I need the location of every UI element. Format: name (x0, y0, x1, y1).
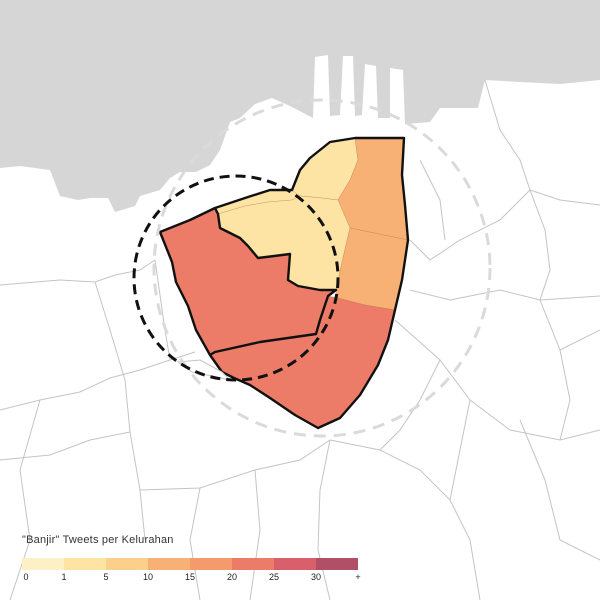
boundary-line (9, 399, 41, 600)
boundary-line (0, 259, 156, 286)
legend-title: "Banjir" Tweets per Kelurahan (22, 534, 174, 546)
legend-end-label: + (355, 572, 361, 582)
legend-tick-label: 25 (268, 572, 280, 582)
boundary-line (394, 319, 600, 441)
focus-districts (159, 137, 409, 429)
legend-swatch (190, 558, 232, 570)
legend-tick-label: 0 (23, 572, 29, 582)
legend-tick-label: 30 (310, 572, 322, 582)
boundary-line (94, 281, 146, 541)
legend-color-bar (22, 558, 358, 570)
legend-swatch (316, 558, 358, 570)
boundary-line (409, 289, 600, 301)
legend-tick-label: 1 (61, 572, 67, 582)
legend-swatch (232, 558, 274, 570)
legend-swatch (22, 558, 64, 570)
legend-tick-labels: 0 1 5 10 15 20 25 30 + (0, 572, 600, 586)
boundary-line (559, 329, 600, 351)
legend-tick-label: 5 (103, 572, 109, 582)
boundary-line (139, 439, 331, 491)
inner-radius-circle (132, 174, 340, 382)
legend-swatch (148, 558, 190, 570)
legend-swatch (106, 558, 148, 570)
boundary-line (419, 159, 446, 241)
boundary-line (0, 351, 196, 411)
legend-swatch (274, 558, 316, 570)
boundary-line (329, 439, 481, 600)
boundary-line (189, 487, 201, 600)
legend-swatch (64, 558, 106, 570)
boundary-line (519, 419, 600, 561)
legend-tick-label: 20 (226, 572, 238, 582)
boundary-line (449, 399, 471, 501)
outer-radius-circle (152, 98, 492, 438)
boundary-line (379, 359, 441, 451)
boundary-line (409, 189, 531, 261)
legend-tick-label: 10 (142, 572, 154, 582)
legend-tick-label: 15 (184, 572, 196, 582)
boundary-line (529, 189, 571, 441)
sea-area (0, 0, 600, 212)
boundary-line (0, 431, 131, 461)
boundary-line (484, 79, 600, 206)
boundary-line (249, 469, 261, 600)
boundary-line (317, 439, 331, 600)
boundary-lines (0, 79, 600, 600)
focus-outline (158, 136, 410, 430)
